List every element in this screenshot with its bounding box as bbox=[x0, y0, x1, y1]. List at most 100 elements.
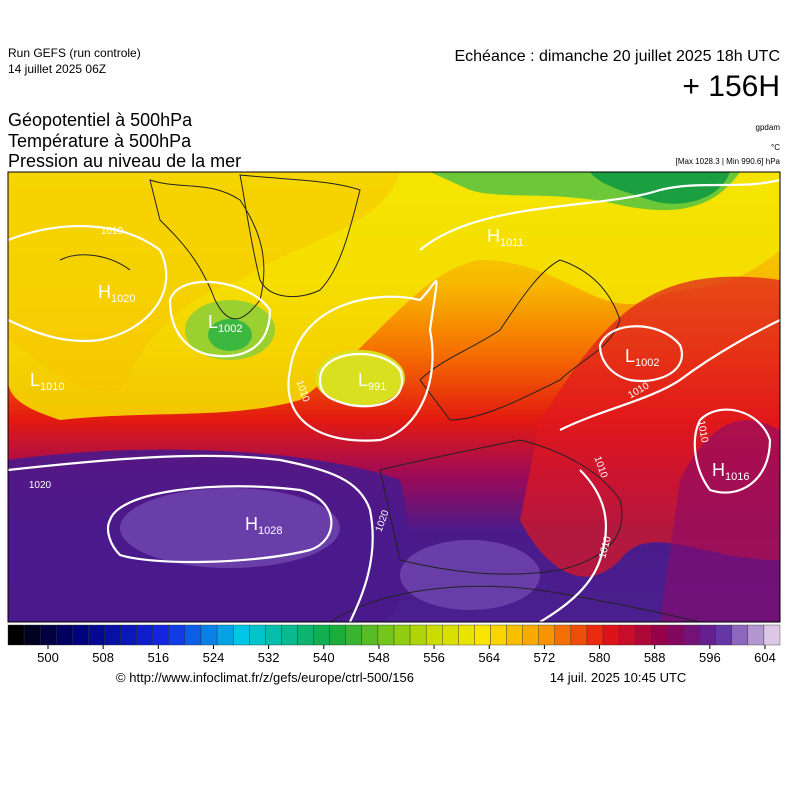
colorbar-tick-label: 556 bbox=[423, 650, 445, 665]
field-label: Pression au niveau de la mer bbox=[8, 151, 241, 171]
pressure-center: L991 bbox=[358, 370, 386, 393]
colorbar-swatch bbox=[249, 624, 266, 646]
valid-time: Echéance : dimanche 20 juillet 2025 18h … bbox=[454, 48, 780, 65]
unit-label: [Max 1028.3 | Min 990.6] hPa bbox=[676, 157, 781, 166]
colorbar-tick-label: 564 bbox=[478, 650, 500, 665]
cold-zone bbox=[208, 319, 252, 351]
colorbar-swatch bbox=[23, 624, 41, 646]
colorbar-swatch bbox=[39, 624, 57, 646]
colorbar-swatch bbox=[345, 624, 363, 646]
field-label: Géopotentiel à 500hPa bbox=[8, 110, 193, 130]
lead-time: + 156H bbox=[682, 70, 780, 103]
pressure-center: H1028 bbox=[245, 514, 282, 537]
cold-zone bbox=[315, 350, 405, 406]
colorbar-swatch bbox=[313, 624, 330, 646]
isobar-label: 1010 bbox=[695, 420, 710, 444]
center-value: 1028 bbox=[258, 525, 282, 537]
colorbar-swatch bbox=[731, 624, 749, 646]
colorbar-swatch bbox=[152, 624, 170, 646]
colorbar-swatch bbox=[538, 624, 556, 646]
colorbar-swatch bbox=[651, 624, 668, 646]
center-value: 991 bbox=[368, 381, 386, 393]
center-letter: H bbox=[98, 282, 111, 302]
center-letter: L bbox=[208, 312, 218, 332]
colorbar-tick-label: 596 bbox=[699, 650, 721, 665]
colorbar-swatch bbox=[425, 624, 443, 646]
field-label: Température à 500hPa bbox=[8, 131, 192, 151]
colorbar-swatch bbox=[586, 624, 604, 646]
colorbar-tick-label: 500 bbox=[37, 650, 59, 665]
colorbar-swatch bbox=[329, 624, 346, 646]
colorbar-swatch bbox=[635, 624, 652, 646]
colorbar-swatch bbox=[522, 624, 539, 646]
unit-label: gpdam bbox=[756, 123, 781, 132]
colorbar-tick-label: 588 bbox=[644, 650, 666, 665]
center-letter: L bbox=[358, 370, 368, 390]
colorbar-swatch bbox=[361, 624, 379, 646]
colorbar-swatch bbox=[281, 624, 298, 646]
colorbar-swatch bbox=[200, 624, 218, 646]
colorbar-tick-label: 508 bbox=[92, 650, 114, 665]
center-value: 1002 bbox=[218, 323, 242, 335]
colorbar-tick-label: 532 bbox=[258, 650, 280, 665]
hot-zone bbox=[400, 540, 540, 610]
issue-time: 14 juil. 2025 10:45 UTC bbox=[550, 670, 687, 685]
isobar-label: 1010 bbox=[101, 226, 124, 237]
colorbar-swatch bbox=[7, 624, 25, 646]
colorbar-swatch bbox=[667, 624, 684, 646]
colorbar-tick-label: 604 bbox=[754, 650, 776, 665]
colorbar-swatch bbox=[88, 624, 105, 646]
colorbar-tick-label: 548 bbox=[368, 650, 390, 665]
center-letter: L bbox=[625, 346, 635, 366]
colorbar-tick-label: 580 bbox=[589, 650, 611, 665]
colorbar-swatch bbox=[377, 624, 395, 646]
colorbar-swatch bbox=[683, 624, 700, 646]
hot-zone bbox=[660, 420, 780, 622]
colorbar-swatch bbox=[602, 624, 620, 646]
colorbar-tick-label: 524 bbox=[203, 650, 225, 665]
center-value: 1011 bbox=[500, 237, 524, 249]
run-date: 14 juillet 2025 06Z bbox=[8, 62, 106, 76]
center-letter: H bbox=[487, 226, 500, 246]
colorbar-swatch bbox=[699, 624, 716, 646]
colorbar-tick-label: 572 bbox=[534, 650, 556, 665]
colorbar: 500 508 516 524 532 540 548 556 564 572 580 588 596 6… bbox=[7, 624, 781, 665]
colorbar-swatch bbox=[570, 624, 588, 646]
colorbar-swatch bbox=[216, 624, 234, 646]
colorbar-tick-label: 516 bbox=[147, 650, 169, 665]
pressure-center: L1010 bbox=[30, 370, 65, 393]
colorbar-swatch bbox=[458, 624, 475, 646]
colorbar-swatch bbox=[297, 624, 314, 646]
colorbar-swatch bbox=[763, 624, 781, 646]
map-frame bbox=[7, 171, 781, 623]
colorbar-swatch bbox=[554, 624, 572, 646]
run-label: Run GEFS (run controle) bbox=[8, 46, 141, 60]
colorbar-swatch bbox=[120, 624, 137, 646]
colorbar-swatch bbox=[747, 624, 765, 646]
coastlines bbox=[59, 174, 701, 622]
cold-zone bbox=[590, 172, 730, 204]
unit-label: °C bbox=[771, 143, 780, 152]
center-value: 1010 bbox=[40, 381, 64, 393]
colorbar-swatch bbox=[506, 624, 523, 646]
hot-zone bbox=[120, 488, 340, 568]
colorbar-swatch bbox=[56, 624, 73, 646]
isobars bbox=[8, 178, 780, 622]
colorbar-tick-label: 540 bbox=[313, 650, 335, 665]
center-value: 1020 bbox=[111, 293, 135, 305]
pressure-center: L1002 bbox=[625, 346, 660, 369]
colorbar-swatch bbox=[442, 624, 459, 646]
pressure-center: H1011 bbox=[487, 226, 524, 249]
map bbox=[8, 172, 780, 622]
colorbar-swatch bbox=[618, 624, 636, 646]
colorbar-swatch bbox=[232, 624, 250, 646]
colorbar-swatch bbox=[104, 624, 121, 646]
colorbar-swatch bbox=[168, 624, 186, 646]
center-letter: H bbox=[712, 460, 725, 480]
pressure-center: H1016 bbox=[712, 460, 749, 483]
center-value: 1002 bbox=[635, 357, 659, 369]
colorbar-swatch bbox=[490, 624, 507, 646]
center-letter: H bbox=[245, 514, 258, 534]
